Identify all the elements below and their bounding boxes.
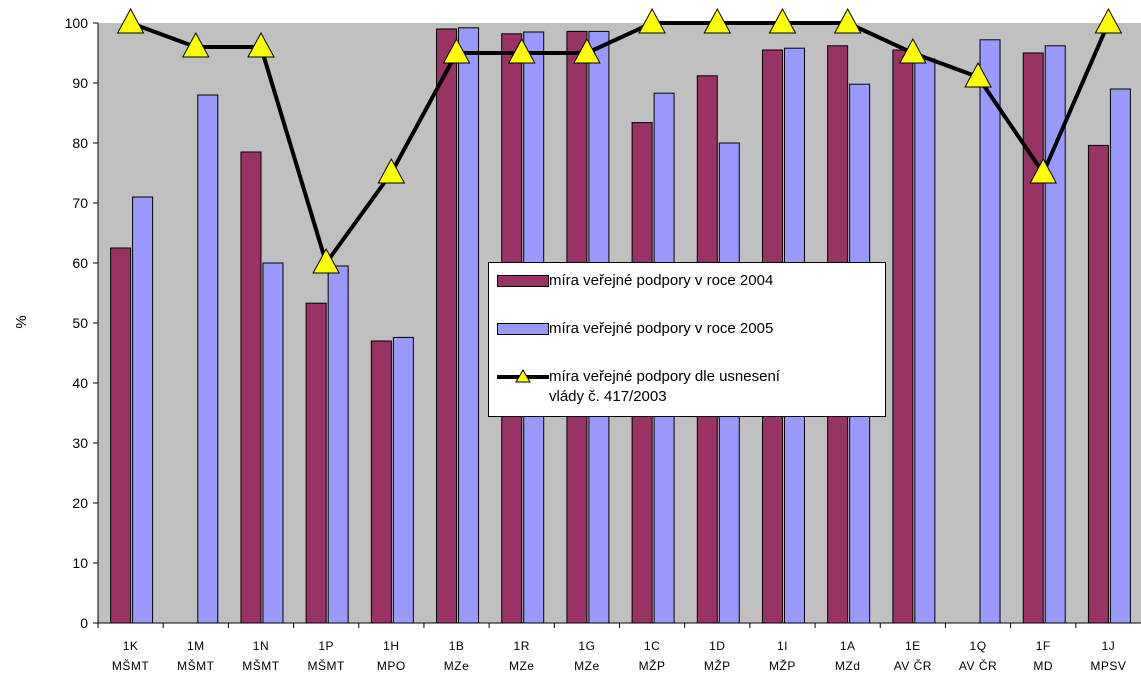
target-marker-triangle: [442, 37, 471, 64]
x-category-code: 1D: [709, 639, 725, 653]
chart-legend: míra veřejné podpory v roce 2004 míra ve…: [488, 262, 886, 417]
bar-2004: [1022, 52, 1044, 624]
legend-label-2005: míra veřejné podpory v roce 2005: [549, 320, 774, 337]
y-tick-label: 60: [72, 255, 88, 271]
y-tick-label: 80: [72, 135, 88, 151]
x-category-ministry: MZe: [574, 659, 600, 673]
target-marker-triangle: [181, 31, 210, 58]
bar-2005: [979, 39, 1001, 624]
x-category-code: 1G: [578, 639, 595, 653]
x-category-ministry: MŠMT: [112, 658, 149, 673]
target-marker-triangle: [899, 37, 927, 64]
x-category-ministry: MŠMT: [307, 658, 344, 673]
target-marker-triangle: [833, 7, 862, 34]
target-marker-triangle: [247, 31, 275, 58]
x-category-code: 1C: [644, 639, 660, 653]
y-tick-label: 0: [80, 615, 88, 631]
bar-2004: [110, 247, 132, 624]
target-marker-triangle: [1094, 7, 1123, 34]
bar-2004: [1087, 144, 1109, 624]
bar-2004: [240, 151, 262, 624]
target-marker-triangle: [312, 247, 340, 274]
target-line: [129, 21, 1111, 265]
x-category-code: 1P: [318, 639, 334, 653]
legend-item-2004: míra veřejné podpory v roce 2004: [497, 271, 773, 291]
target-marker-triangle: [768, 7, 797, 34]
x-category-code: 1K: [123, 639, 139, 653]
x-category-ministry: MZd: [835, 659, 861, 673]
y-tick-label: 100: [65, 15, 89, 31]
bar-2005: [392, 336, 414, 624]
x-category-code: 1J: [1102, 639, 1116, 653]
x-category-ministry: MŽP: [769, 658, 796, 673]
legend-label-target-2: vlády č. 417/2003: [549, 388, 667, 405]
target-marker-triangle: [573, 37, 601, 64]
legend-swatch-2004: [497, 275, 549, 287]
x-category-code: 1F: [1036, 639, 1051, 653]
x-category-code: 1N: [253, 639, 269, 653]
target-marker-triangle: [1029, 157, 1058, 184]
bar-2005: [914, 58, 936, 624]
bar-2004: [305, 302, 327, 624]
bar-2004: [370, 340, 392, 624]
bar-2005: [327, 265, 349, 624]
legend-label-2004: míra veřejné podpory v roce 2004: [549, 272, 774, 289]
target-marker-triangle: [703, 7, 732, 34]
target-marker-triangle: [377, 157, 406, 184]
x-category-ministry: AV ČR: [959, 658, 997, 673]
x-category-code: 1M: [187, 639, 205, 653]
bar-2005: [458, 27, 480, 624]
legend-item-target: míra veřejné podpory dle usnesení vlády …: [497, 367, 780, 407]
y-tick-label: 90: [72, 75, 88, 91]
target-marker-triangle: [638, 7, 666, 34]
x-category-code: 1I: [777, 639, 788, 653]
bar-2005: [1109, 88, 1131, 624]
bar-2005: [197, 94, 219, 624]
x-category-ministry: AV ČR: [894, 658, 932, 673]
x-category-code: 1R: [514, 639, 530, 653]
x-category-code: 1H: [383, 639, 399, 653]
x-category-code: 1Q: [970, 639, 987, 653]
bar-2004: [892, 49, 914, 624]
x-category-ministry: MŠMT: [242, 658, 279, 673]
y-axis-label: %: [13, 315, 30, 328]
y-tick-label: 40: [72, 375, 88, 391]
x-category-ministry: MŠMT: [177, 658, 214, 673]
legend-item-2005: míra veřejné podpory v roce 2005: [497, 319, 773, 339]
x-category-code: 1E: [905, 639, 921, 653]
legend-line-marker-icon: [497, 369, 549, 383]
x-category-ministry: MPSV: [1090, 659, 1126, 673]
x-category-code: 1B: [449, 639, 465, 653]
target-marker-triangle: [507, 37, 536, 64]
legend-label-target-1: míra veřejné podpory dle usnesení: [549, 368, 780, 385]
y-tick-label: 30: [72, 435, 88, 451]
x-category-ministry: MD: [1033, 659, 1053, 673]
x-category-ministry: MPO: [377, 659, 406, 673]
x-category-ministry: MZe: [509, 659, 535, 673]
x-category-ministry: MŽP: [639, 658, 666, 673]
bar-2005: [132, 196, 154, 624]
bar-2004: [436, 28, 458, 624]
target-marker-triangle: [116, 7, 145, 34]
legend-swatch-target: [497, 367, 549, 387]
x-category-code: 1A: [840, 639, 856, 653]
x-category-ministry: MZe: [444, 659, 470, 673]
y-tick-label: 20: [72, 495, 88, 511]
target-marker-triangle: [964, 61, 992, 88]
x-category-ministry: MŽP: [704, 658, 731, 673]
y-tick-label: 70: [72, 195, 88, 211]
legend-swatch-2005: [497, 323, 549, 335]
y-tick-label: 50: [72, 315, 88, 331]
bar-2005: [262, 262, 284, 624]
y-tick-label: 10: [72, 555, 88, 571]
